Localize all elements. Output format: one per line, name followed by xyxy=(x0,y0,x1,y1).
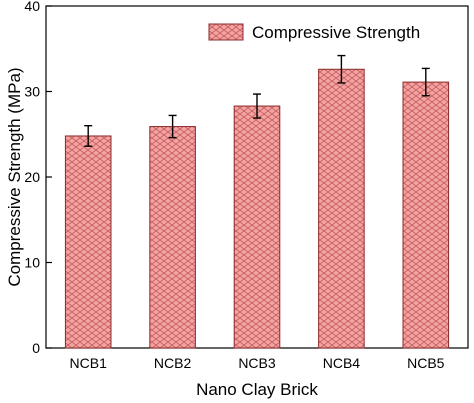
plot-area: 0 10 20 30 40 NCB1 NCB2 NCB3 NCB4 NCB5 xyxy=(24,0,469,371)
bar xyxy=(233,105,281,349)
y-axis-title: Compressive Strength (MPa) xyxy=(5,67,24,286)
x-tick-label: NCB5 xyxy=(407,355,445,371)
bar xyxy=(149,126,196,349)
legend: Compressive Strength xyxy=(208,23,420,42)
x-tick-label: NCB2 xyxy=(154,355,192,371)
y-tick-label: 40 xyxy=(24,0,40,14)
bar xyxy=(318,68,365,349)
x-axis-title: Nano Clay Brick xyxy=(196,380,318,399)
y-axis-ticks: 0 10 20 30 40 xyxy=(24,0,52,356)
y-tick-label: 20 xyxy=(24,169,40,185)
x-tick-label: NCB1 xyxy=(70,355,108,371)
x-tick-label: NCB4 xyxy=(323,355,361,371)
legend-swatch xyxy=(208,23,244,41)
legend-label: Compressive Strength xyxy=(252,23,420,42)
y-tick-label: 0 xyxy=(32,340,40,356)
bar xyxy=(402,81,450,349)
bar xyxy=(64,135,112,349)
bars-group xyxy=(64,54,450,349)
y-tick-label: 30 xyxy=(24,84,40,100)
y-tick-label: 10 xyxy=(24,255,40,271)
x-tick-label: NCB3 xyxy=(238,355,276,371)
